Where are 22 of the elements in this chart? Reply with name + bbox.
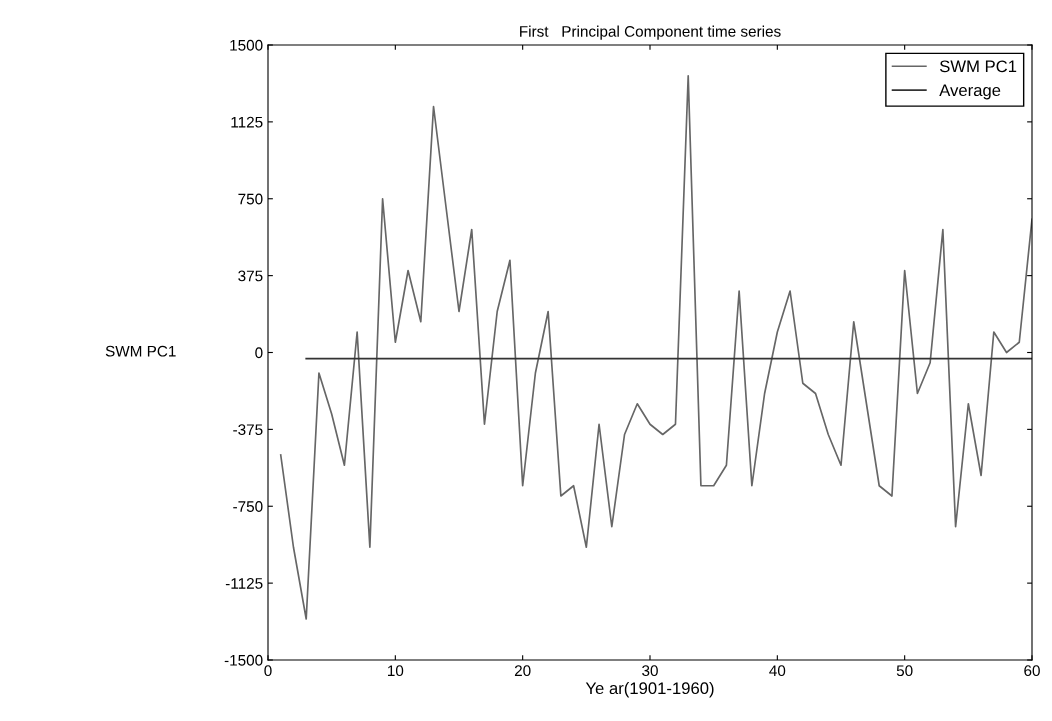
x-tick-label: 60 (1024, 665, 1040, 677)
chart-title: First Principal Component time series (520, 25, 781, 40)
x-tick-label: 40 (769, 665, 786, 677)
x-tick-label: 10 (388, 665, 404, 677)
line-series (279, 74, 1032, 620)
y-tick-label: 1500 (230, 39, 263, 51)
y-tick-label: 375 (238, 270, 263, 282)
x-tick-label: 0 (264, 665, 272, 677)
y-tick-label: -1500 (224, 654, 263, 666)
x-axis-title: Ye ar(1901-1960) (585, 681, 714, 698)
y-tick-label: -750 (233, 501, 263, 512)
y-tick-label: 0 (255, 347, 263, 359)
y-tick-label: -375 (233, 424, 263, 436)
legend-label: SWM PC1 (939, 60, 1017, 73)
y-tick-label: -1125 (225, 577, 263, 589)
x-tick-label: 30 (642, 665, 658, 677)
x-tick-label: 20 (514, 665, 531, 677)
y-tick-label: 750 (238, 193, 263, 205)
y-axis-title: SWM PC1 (105, 345, 176, 357)
x-tick-label: 50 (896, 665, 913, 677)
y-tick-label: 1125 (231, 116, 263, 128)
legend-label: Average (939, 84, 1001, 100)
